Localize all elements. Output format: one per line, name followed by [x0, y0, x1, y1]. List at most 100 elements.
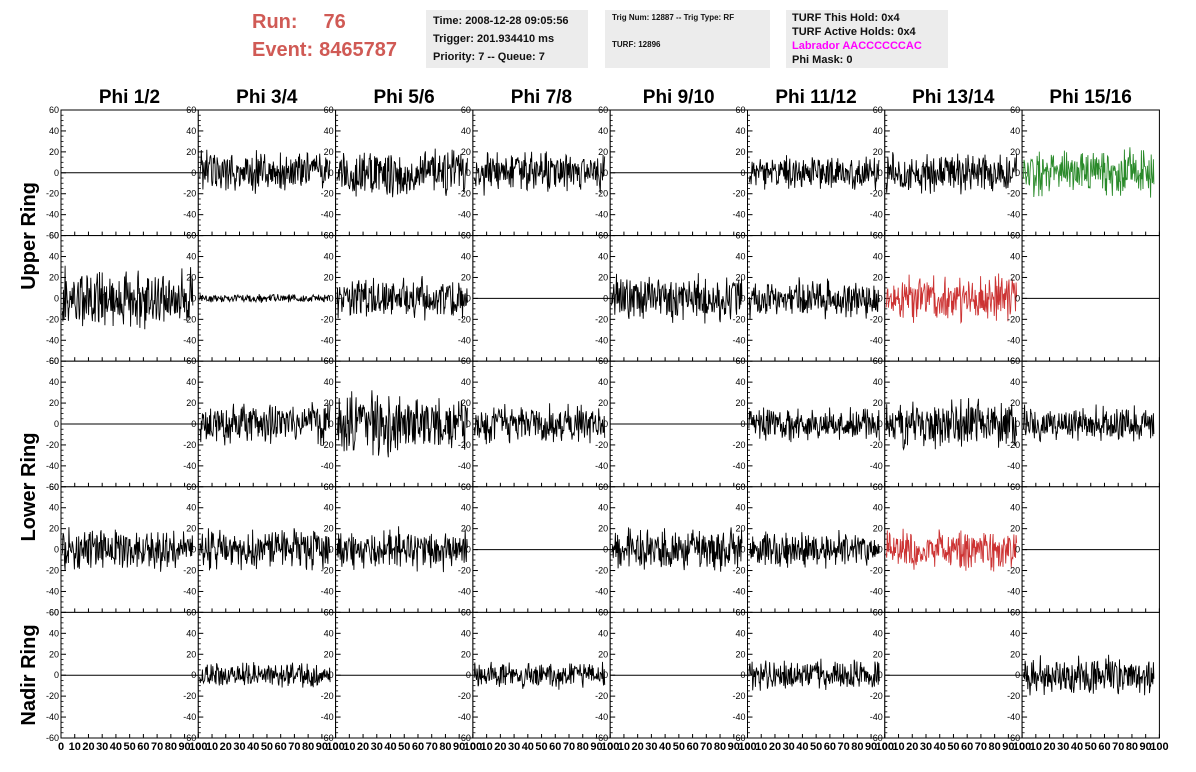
y-tick-label: -20 [595, 566, 608, 576]
y-tick-label: 40 [1010, 628, 1020, 638]
x-tick-label: 10 [206, 741, 218, 753]
y-tick-label: 40 [186, 503, 196, 513]
y-tick-label: 60 [461, 105, 471, 115]
x-tick-label: 70 [700, 741, 712, 753]
y-tick-label: 0 [54, 168, 59, 178]
x-tick-label: 50 [124, 741, 136, 753]
y-tick-label: 20 [324, 524, 334, 534]
y-tick-label: -40 [458, 335, 471, 345]
y-tick-label: 60 [49, 105, 59, 115]
y-tick-label: 40 [598, 126, 608, 136]
waveform-trace [336, 390, 468, 458]
y-tick-label: 0 [329, 293, 334, 303]
panel-frame [197, 486, 337, 613]
y-tick-label: 40 [49, 503, 59, 513]
y-tick-label: -40 [595, 335, 608, 345]
y-tick-label: 40 [186, 628, 196, 638]
y-tick-label: 60 [735, 105, 745, 115]
y-tick-label: 60 [598, 105, 608, 115]
y-tick-label: -20 [1007, 691, 1020, 701]
y-tick-label: 40 [598, 628, 608, 638]
y-tick-label: -40 [458, 461, 471, 471]
y-tick-label: 0 [1015, 670, 1020, 680]
x-tick-label: 10 [343, 741, 355, 753]
y-tick-label: 20 [461, 524, 471, 534]
y-tick-label: -40 [321, 586, 334, 596]
x-tick-label: 60 [137, 741, 149, 753]
y-tick-label: -60 [595, 733, 608, 743]
x-tick-label: 90 [178, 741, 190, 753]
y-tick-label: -20 [870, 691, 883, 701]
x-tick-label: 0 [195, 741, 201, 753]
x-tick-label: 30 [1057, 741, 1069, 753]
y-tick-label: -60 [1007, 733, 1020, 743]
x-tick-label: 0 [1019, 741, 1025, 753]
y-tick-label: 0 [878, 545, 883, 555]
y-tick-label: 0 [329, 670, 334, 680]
y-tick-label: 0 [740, 670, 745, 680]
y-tick-label: -40 [183, 586, 196, 596]
y-tick-label: 20 [324, 649, 334, 659]
y-tick-label: -20 [321, 189, 334, 199]
x-tick-label: 20 [769, 741, 781, 753]
y-tick-label: 40 [1010, 126, 1020, 136]
x-tick-label: 80 [714, 741, 726, 753]
y-tick-label: 20 [1010, 649, 1020, 659]
y-tick-label: -40 [183, 712, 196, 722]
y-tick-label: 40 [324, 252, 334, 262]
y-tick-label: 20 [49, 398, 59, 408]
y-tick-label: 0 [603, 670, 608, 680]
waveform-trace [473, 151, 606, 196]
y-tick-label: 60 [735, 356, 745, 366]
waveform-trace [748, 407, 880, 443]
y-tick-label: -40 [458, 210, 471, 220]
x-tick-label: 30 [920, 741, 932, 753]
y-tick-label: 0 [603, 168, 608, 178]
x-tick-label: 100 [1013, 741, 1031, 753]
waveform-trace [199, 149, 331, 194]
y-tick-label: -40 [183, 335, 196, 345]
y-tick-label: 40 [461, 252, 471, 262]
y-tick-label: -20 [183, 440, 196, 450]
y-tick-label: 0 [191, 168, 196, 178]
y-tick-label: 0 [329, 419, 334, 429]
y-tick-label: 60 [873, 231, 883, 241]
x-tick-label: 90 [453, 741, 465, 753]
run-label: Run: [252, 11, 298, 33]
waveform-trace [336, 526, 468, 573]
x-tick-label: 0 [470, 741, 476, 753]
y-tick-label: -20 [1007, 440, 1020, 450]
y-tick-label: 0 [740, 545, 745, 555]
y-tick-label: -40 [870, 210, 883, 220]
y-tick-label: -20 [183, 189, 196, 199]
waveform-trace [199, 662, 331, 688]
y-tick-label: 40 [598, 503, 608, 513]
y-tick-label: 0 [54, 293, 59, 303]
y-tick-label: 60 [461, 356, 471, 366]
y-tick-label: 40 [186, 377, 196, 387]
y-tick-label: 20 [186, 272, 196, 282]
y-tick-label: 0 [466, 670, 471, 680]
y-tick-label: 60 [1010, 356, 1020, 366]
y-tick-label: -20 [732, 691, 745, 701]
y-tick-label: -40 [1007, 461, 1020, 471]
y-tick-label: 20 [49, 524, 59, 534]
y-tick-label: 20 [49, 272, 59, 282]
y-tick-label: 60 [324, 356, 334, 366]
x-tick-label: 10 [755, 741, 767, 753]
y-tick-label: -20 [1007, 566, 1020, 576]
x-tick-label: 60 [549, 741, 561, 753]
y-tick-label: 0 [466, 545, 471, 555]
y-tick-label: -20 [458, 189, 471, 199]
time-line: Time: 2008-12-28 09:05:56 [433, 15, 569, 27]
x-tick-label: 0 [58, 741, 64, 753]
x-tick-label: 80 [1126, 741, 1138, 753]
y-tick-label: 20 [461, 272, 471, 282]
trigger-info-box: Trig Num: 12887 -- Trig Type: RF TURF: 1… [605, 10, 770, 68]
